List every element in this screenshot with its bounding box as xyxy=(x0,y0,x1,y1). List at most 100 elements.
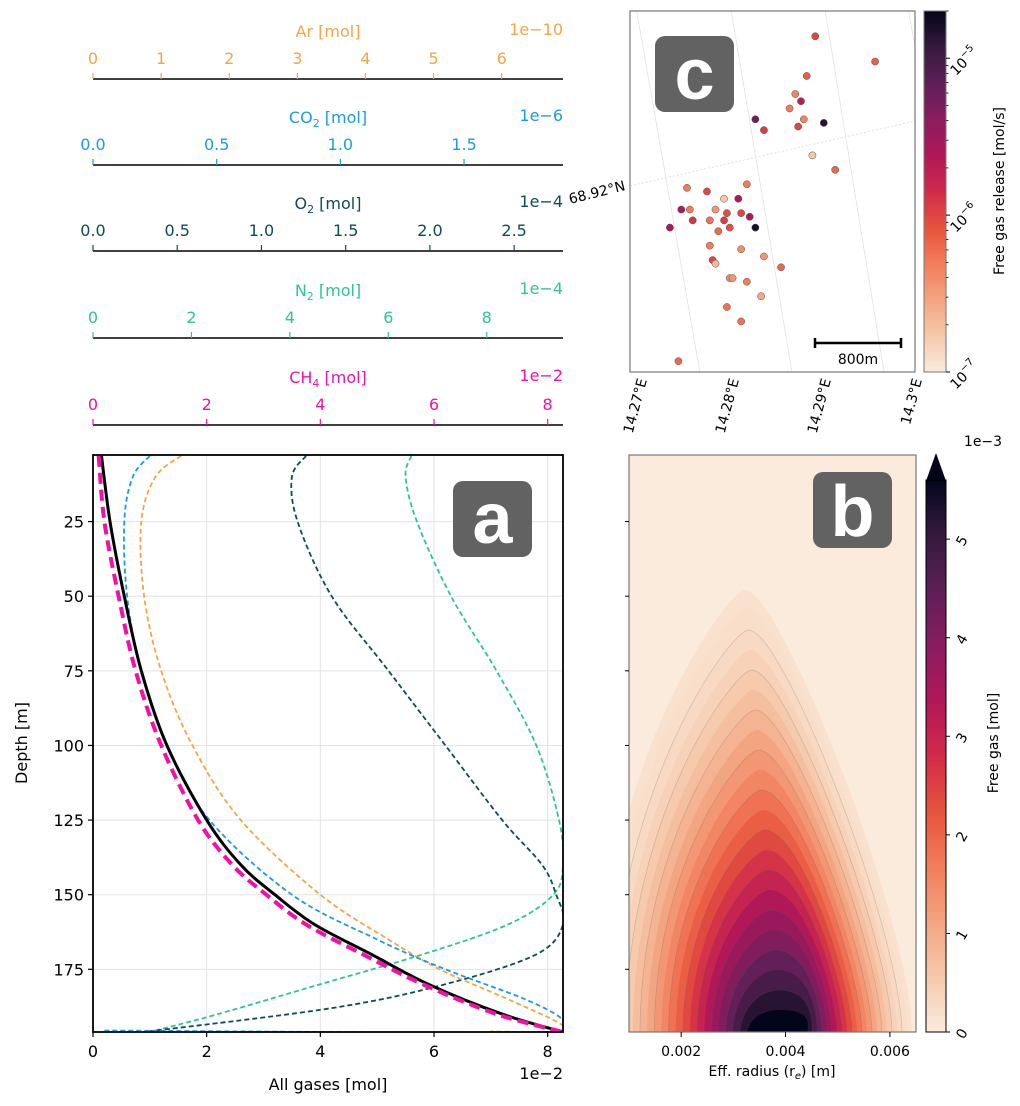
colorbar-tick-label: 10−5 xyxy=(945,43,981,79)
colorbar-tick-label: 10−6 xyxy=(945,199,981,235)
twin-tick-label: 3 xyxy=(292,49,302,68)
twin-axis-offset: 1e−4 xyxy=(519,279,563,298)
colorbar-tick-label: 2 xyxy=(953,829,971,845)
release-point xyxy=(723,303,731,311)
release-point xyxy=(714,227,723,236)
series-line-all-gases xyxy=(100,455,563,1032)
series-line-n2 xyxy=(149,455,563,1032)
release-point xyxy=(725,223,734,232)
x-tick-label: 8 xyxy=(543,1042,553,1061)
twin-axis-title: CO2 [mol] xyxy=(289,108,367,130)
panel-b-contours xyxy=(629,629,903,1032)
panel-b-badge-box xyxy=(813,472,892,548)
contour-line xyxy=(725,949,823,1032)
twin-axis-co2: 0.0 0.5 1.0 1.5 CO2 [mol] 1e−6 xyxy=(80,106,563,166)
graticule-lat-68-92 xyxy=(630,120,915,187)
graticule-lon-14-28 xyxy=(730,11,793,372)
panel-a-y-ticks: 25 50 75 100 125 150 175 xyxy=(53,513,93,979)
colorbar-tick-label: 4 xyxy=(953,632,971,648)
panel-c-map: 800m c 68.92°N 14.27°E 14.28°E 14.29°E 14.3… xyxy=(567,10,1008,435)
y-tick-label: 100 xyxy=(53,736,84,755)
release-point xyxy=(728,274,737,282)
twin-axis-offset: 1e−2 xyxy=(519,366,563,385)
panel-a-badge: a xyxy=(453,479,532,559)
twin-tick-label: 2.0 xyxy=(417,221,442,240)
release-point xyxy=(674,357,683,366)
scale-bar-label: 800m xyxy=(838,352,878,368)
release-point xyxy=(757,292,765,301)
panel-a-x-label: All gases [mol] xyxy=(269,1075,388,1094)
y-tick-label: 50 xyxy=(64,587,84,606)
panel-b-x-label: Eff. radius (re) [m] xyxy=(709,1064,836,1082)
twin-tick-label: 1.5 xyxy=(451,135,476,154)
release-point xyxy=(802,72,811,80)
twin-tick-label: 4 xyxy=(360,49,370,68)
release-point xyxy=(711,205,720,214)
release-point xyxy=(831,165,840,174)
colorbar-tick-label: 5 xyxy=(953,533,971,549)
twin-tick-label: 0 xyxy=(88,308,98,327)
panel-b-field xyxy=(629,590,912,1032)
y-tick-label: 150 xyxy=(53,886,84,905)
release-point xyxy=(745,212,754,221)
release-point xyxy=(760,126,768,134)
y-tick-label: 175 xyxy=(53,960,84,979)
release-point xyxy=(794,122,803,131)
x-tick-label: 0.004 xyxy=(765,1044,805,1060)
panel-b-heatmap: 0.002 0.004 0.006 Eff. radius (re) [m] b 0… xyxy=(625,434,1002,1082)
contour-line xyxy=(639,709,883,1032)
x-tick-label: 0.002 xyxy=(661,1044,701,1060)
panel-a-series xyxy=(96,455,563,1032)
x-tick-label: 0 xyxy=(88,1042,98,1061)
contour-line xyxy=(629,629,903,1032)
twin-tick-label: 2.5 xyxy=(501,221,526,240)
panel-c-frame xyxy=(629,10,916,373)
release-point xyxy=(808,151,817,160)
panel-b-badge: b xyxy=(813,472,892,552)
panel-b-colorbar-frame xyxy=(925,479,947,1033)
series-line-ch4 xyxy=(96,455,563,1032)
twin-tick-label: 6 xyxy=(429,395,439,414)
heatmap-level xyxy=(747,1010,808,1032)
panel-c-badge: c xyxy=(655,35,734,115)
panel-b-colorbar-label: Free gas [mol] xyxy=(986,693,1002,793)
panel-b-y-ticks xyxy=(625,521,629,970)
panel-a-depth-profile: 0 2 4 6 8 25 50 75 100 125 150 175 All gases [mol]… xyxy=(12,454,564,1094)
twin-axis-offset: 1e−6 xyxy=(519,106,563,125)
contour-line xyxy=(629,669,893,1032)
map-lon-label: 14.29°E xyxy=(805,377,835,435)
map-lat-label: 68.92°N xyxy=(567,178,627,207)
twin-axis-o2: 0.0 0.5 1.0 1.5 2.0 2.5 O2 [mol] 1e−4 xyxy=(80,192,563,252)
colorbar-tick-label: 10−7 xyxy=(945,356,981,392)
release-point xyxy=(737,245,746,254)
map-lon-labels: 14.27°E 14.28°E 14.29°E 14.3°E xyxy=(621,377,926,435)
twin-tick-label: 2 xyxy=(202,395,212,414)
panel-c-colorbar-ticks: 10−5 10−6 10−7 xyxy=(945,10,981,393)
release-point xyxy=(737,317,746,326)
contour-line xyxy=(682,829,853,1032)
map-lon-label: 14.28°E xyxy=(713,377,743,435)
twin-tick-label: 1.0 xyxy=(249,221,274,240)
release-point xyxy=(819,119,828,127)
twin-axis-n2: 0 2 4 6 8 N2 [mol] 1e−4 xyxy=(88,279,563,339)
release-point xyxy=(871,57,879,66)
release-point xyxy=(705,241,714,250)
panel-c-graticule xyxy=(630,11,915,372)
release-point xyxy=(743,277,751,286)
twin-tick-label: 1.0 xyxy=(328,135,353,154)
twin-axis-title: Ar [mol] xyxy=(296,22,361,41)
twin-tick-label: 2 xyxy=(186,308,196,327)
graticule-lon-14-27 xyxy=(636,11,701,372)
twin-axis-title: O2 [mol] xyxy=(295,194,362,216)
twin-tick-label: 0.0 xyxy=(80,221,105,240)
contour-line xyxy=(668,789,863,1032)
map-lon-label: 14.27°E xyxy=(621,377,651,435)
gas-scale-axes: 0 1 2 3 4 5 6 Ar [mol] 1e−10 0.0 0.5 1.0 1.5 CO2 [mol… xyxy=(80,20,563,426)
twin-tick-label: 0.5 xyxy=(165,221,190,240)
twin-tick-label: 1.5 xyxy=(333,221,358,240)
twin-tick-label: 1 xyxy=(156,49,166,68)
release-point xyxy=(711,259,720,268)
panel-a-y-label: Depth [m] xyxy=(12,702,31,784)
x-tick-label: 6 xyxy=(429,1042,439,1061)
